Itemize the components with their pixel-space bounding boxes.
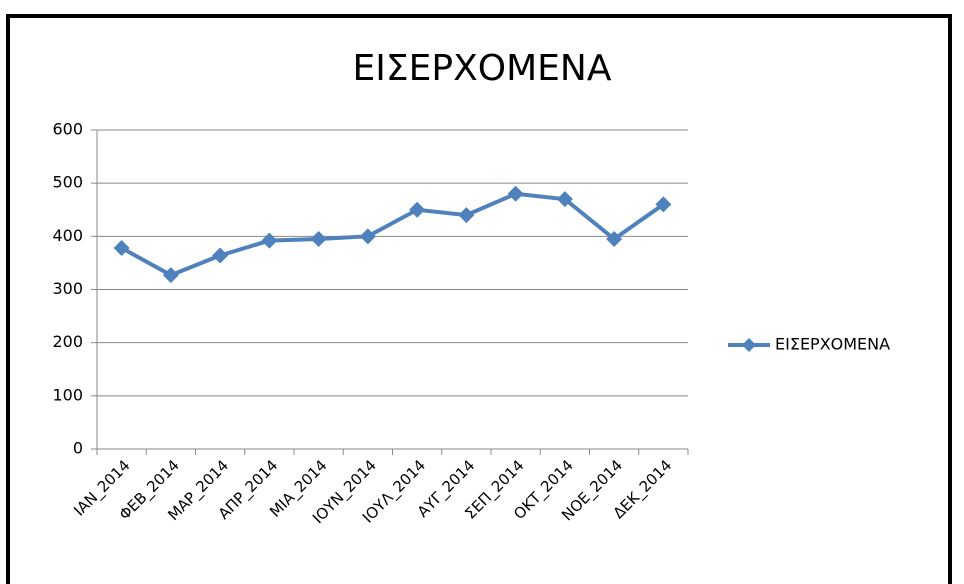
marker bbox=[409, 201, 426, 218]
chart-border bbox=[6, 14, 952, 584]
y-tick-label: 0 bbox=[73, 439, 83, 458]
y-tick-label: 600 bbox=[52, 120, 83, 139]
marker bbox=[606, 230, 623, 247]
marker bbox=[507, 185, 524, 202]
y-tick-label: 300 bbox=[52, 279, 83, 298]
marker bbox=[359, 228, 376, 245]
marker bbox=[261, 232, 278, 249]
legend-marker bbox=[742, 338, 756, 352]
marker bbox=[458, 207, 475, 224]
marker bbox=[113, 240, 130, 257]
y-tick-label: 100 bbox=[52, 385, 83, 404]
y-tick-label: 200 bbox=[52, 332, 83, 351]
marker bbox=[556, 191, 573, 208]
marker bbox=[310, 230, 327, 247]
y-tick-label: 400 bbox=[52, 226, 83, 245]
y-tick-label: 500 bbox=[52, 173, 83, 192]
chart-title: ΕΙΣΕΡΧΟΜΕΝΑ bbox=[353, 48, 612, 89]
marker bbox=[162, 267, 179, 284]
legend-label: ΕΙΣΕΡΧΟΜΕΝΑ bbox=[775, 335, 890, 354]
marker bbox=[212, 247, 229, 264]
line bbox=[120, 191, 665, 278]
marker bbox=[655, 196, 672, 213]
